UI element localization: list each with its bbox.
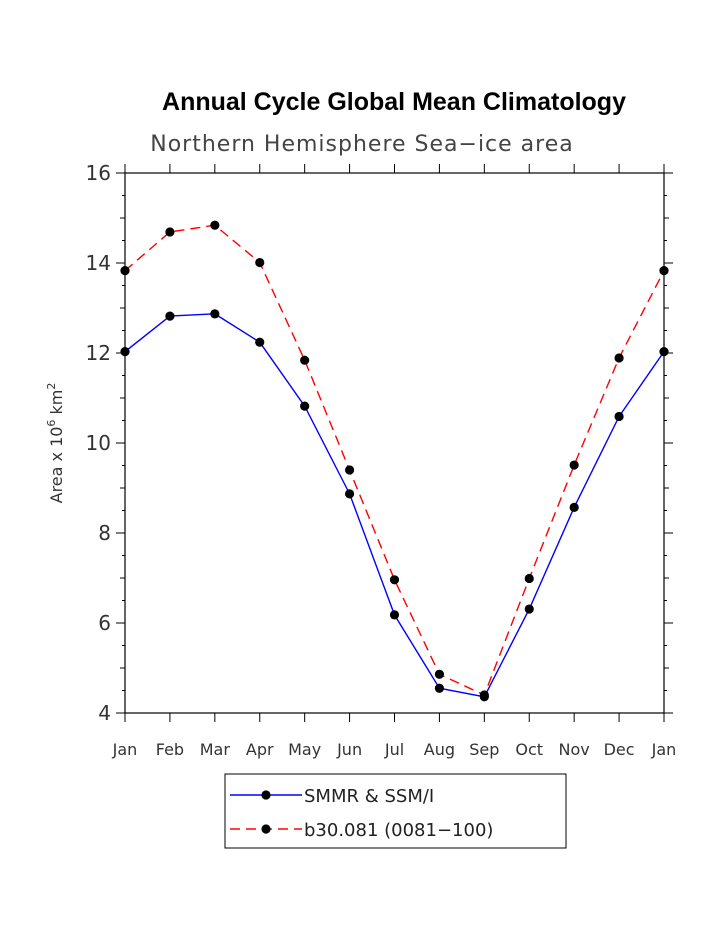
series-1-point — [569, 460, 579, 470]
y-axis-label-exponent: 6 — [45, 420, 58, 427]
x-tick-label: Jul — [384, 740, 404, 759]
chart-title: Annual Cycle Global Mean Climatology — [162, 88, 626, 116]
axis-ticks — [116, 164, 673, 722]
series-1-point — [479, 690, 489, 700]
x-tick-label: Mar — [200, 740, 231, 759]
series-0-point — [255, 337, 265, 347]
x-tick-label: Feb — [156, 740, 184, 759]
series-line-1 — [124, 224, 665, 696]
y-axis-label-unit: km — [47, 390, 66, 420]
series-0-point — [210, 309, 220, 319]
x-tick-label: Aug — [424, 740, 455, 759]
x-tick-label: Apr — [246, 740, 274, 759]
y-tick-label: 4 — [98, 701, 111, 725]
y-axis-label-unit-exponent: 2 — [45, 383, 58, 390]
series-1-point — [524, 573, 534, 584]
series-1-point — [344, 465, 355, 475]
series-0-point — [165, 311, 175, 321]
series-0-point — [120, 347, 130, 357]
legend: SMMR & SSM/I b30.081 (0081−100) — [224, 773, 567, 849]
x-tick-label: Dec — [604, 740, 635, 759]
series-0-point — [434, 683, 445, 693]
series-1-point — [434, 669, 445, 679]
legend-marker-1 — [261, 824, 271, 834]
legend-label-1: b30.081 (0081−100) — [304, 820, 493, 841]
x-tick-label: May — [288, 740, 321, 759]
chart-subtitle: Northern Hemisphere Sea−ice area — [150, 132, 574, 157]
y-tick-labels: 4 6 8 10 12 14 16 — [86, 161, 111, 725]
legend-marker-0 — [261, 790, 271, 800]
legend-box — [224, 773, 567, 849]
series-0-point — [524, 604, 534, 614]
y-tick-label: 10 — [86, 431, 111, 455]
series-0-point — [344, 489, 355, 499]
series-1-point — [210, 220, 220, 230]
series-0-point — [300, 401, 310, 411]
series-1-point — [300, 355, 310, 365]
x-tick-label: Jan — [112, 740, 138, 759]
series-0-point — [659, 347, 669, 357]
y-tick-label: 16 — [86, 161, 111, 185]
y-axis-label-text: Area x 10 — [47, 427, 66, 504]
series-0-point — [569, 502, 579, 512]
x-tick-label: Jun — [336, 740, 362, 759]
series-0-point — [614, 411, 624, 422]
y-tick-label: 14 — [86, 251, 111, 275]
plot-frame — [124, 172, 665, 714]
series-1-point — [614, 353, 624, 363]
x-tick-label: Jan — [651, 740, 677, 759]
series-1-point — [389, 575, 400, 585]
series-line-0 — [124, 313, 665, 698]
series-1-point — [659, 266, 669, 276]
series-1-point — [165, 227, 175, 237]
y-tick-label: 6 — [98, 611, 111, 635]
series-1-point — [255, 257, 265, 268]
legend-label-0: SMMR & SSM/I — [304, 786, 434, 807]
y-tick-label: 8 — [98, 521, 111, 545]
y-tick-label: 12 — [86, 341, 111, 365]
x-tick-label: Nov — [559, 740, 590, 759]
series-1-point — [120, 266, 130, 276]
x-tick-labels: Jan Feb Mar Apr May Jun Jul Aug Sep Oct Nov Dec Jan — [112, 740, 677, 759]
x-tick-label: Oct — [515, 740, 543, 759]
series-layer — [120, 220, 669, 702]
x-tick-label: Sep — [469, 740, 499, 759]
series-0-point — [389, 610, 400, 620]
y-axis-label: Area x 106 km2 — [45, 383, 66, 504]
